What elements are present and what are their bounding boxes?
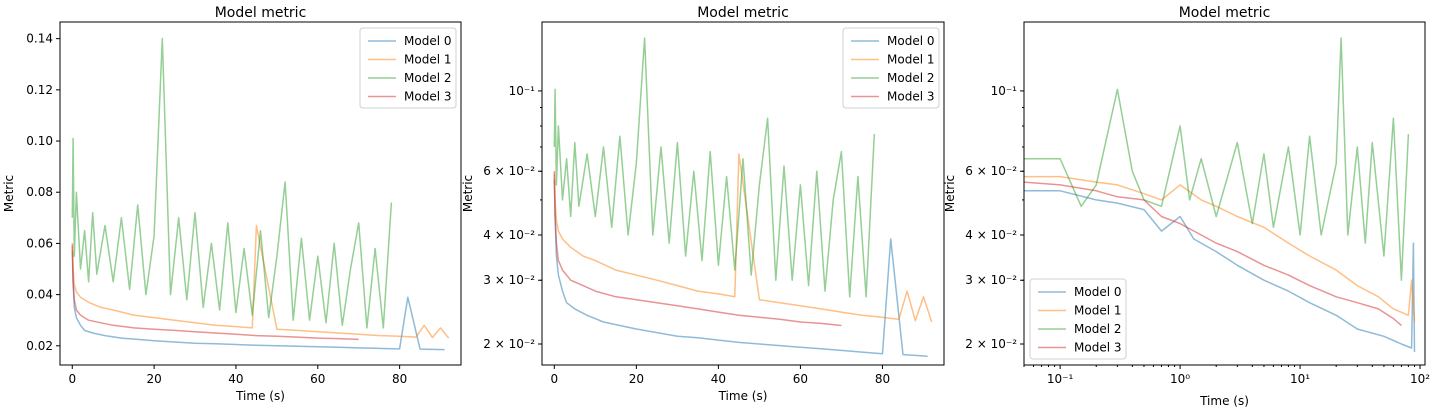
series-line-model-0: [1024, 190, 1416, 353]
chart-panel-2: 10⁻¹ 10⁰ 10¹ 10² 2 × 10⁻² 3 × 10⁻² 4 × 10⁻² 6 ×…: [943, 5, 1430, 408]
x-tick-label: 10¹: [1290, 372, 1310, 386]
y-tick-label: 0.06: [26, 236, 53, 250]
legend-entry: Model 2: [1074, 322, 1121, 336]
y-tick-label: 3 × 10⁻²: [965, 273, 1017, 287]
series-line-model-0: [553, 179, 928, 358]
y-tick-label: 4 × 10⁻²: [483, 228, 535, 242]
legend-entry: Model 0: [1074, 285, 1121, 299]
legend-entry: Model 2: [404, 71, 451, 85]
legend-entry: Model 2: [887, 71, 934, 85]
y-axis-label: Metric: [943, 175, 957, 212]
x-tick-label: 80: [392, 372, 407, 386]
y-tick-label: 10⁻¹: [509, 84, 536, 98]
x-tick-label: 10⁰: [1170, 372, 1190, 386]
x-tick-label: 10²: [1410, 372, 1430, 386]
legend-entry: Model 1: [887, 53, 934, 67]
legend-box: [359, 27, 457, 109]
y-tick-label: 0.12: [26, 83, 53, 97]
x-tick-label: 60: [793, 372, 808, 386]
legend-entry: Model 1: [1074, 304, 1121, 318]
series-line-model-1: [71, 224, 450, 339]
y-tick-label: 2 × 10⁻²: [483, 337, 535, 351]
y-tick-label: 10⁻¹: [991, 84, 1018, 98]
series-line-model-3: [71, 243, 359, 341]
x-axis-label: Time (s): [718, 389, 768, 403]
series-line-model-2: [1024, 37, 1410, 281]
y-tick-label: 4 × 10⁻²: [965, 228, 1017, 242]
y-tick-label: 0.14: [26, 32, 53, 46]
y-tick-label: 2 × 10⁻²: [965, 337, 1017, 351]
x-tick-label: 40: [228, 372, 243, 386]
y-axis-label: Metric: [461, 175, 475, 212]
legend-entry: Model 0: [404, 34, 451, 48]
chart-title: Model metric: [697, 5, 789, 21]
plot-frame: [541, 21, 945, 366]
x-tick-label: 10⁻¹: [1047, 372, 1074, 386]
y-tick-label: 0.10: [26, 134, 53, 148]
legend: Model 0 Model 1 Model 2 Model 3: [842, 27, 940, 109]
x-axis-label: Time (s): [235, 389, 285, 403]
x-tick-label: 20: [629, 372, 644, 386]
chart-panel-0: 0 20 40 60 80 0.02 0.04 0.06 0.08 0.10 0.12 0.14 Mod…: [2, 5, 462, 403]
x-tick-label: 80: [875, 372, 890, 386]
x-tick-label: 40: [711, 372, 726, 386]
legend-entry: Model 0: [887, 34, 934, 48]
series-group: [553, 37, 933, 358]
x-tick-label: 60: [310, 372, 325, 386]
series-line-model-1: [553, 153, 933, 323]
y-tick-label: 6 × 10⁻²: [483, 164, 535, 178]
legend-entry: Model 3: [1074, 341, 1121, 355]
plot-frame: [1023, 21, 1426, 366]
plot-frame: [59, 21, 462, 366]
legend-entry: Model 3: [887, 90, 934, 104]
legend: Model 0 Model 1 Model 2 Model 3: [1029, 278, 1127, 360]
x-axis-label: Time (s): [1199, 394, 1249, 408]
legend-box: [842, 27, 940, 109]
chart-title: Model metric: [215, 5, 307, 21]
series-line-model-2: [71, 37, 393, 329]
chart-title: Model metric: [1179, 5, 1271, 21]
series-line-model-3: [1024, 181, 1402, 327]
y-tick-label: 0.04: [26, 288, 53, 302]
y-tick-label: 6 × 10⁻²: [965, 164, 1017, 178]
y-tick-label: 0.02: [26, 339, 53, 353]
legend: Model 0 Model 1 Model 2 Model 3: [359, 27, 457, 109]
y-tick-label: 0.08: [26, 185, 53, 199]
x-tick-label: 20: [146, 372, 161, 386]
x-tick-label: 0: [68, 372, 76, 386]
legend-entry: Model 1: [404, 53, 451, 67]
series-group: [1024, 37, 1416, 353]
y-axis-label: Metric: [2, 175, 16, 212]
legend-box: [1029, 278, 1127, 360]
legend-entry: Model 3: [404, 90, 451, 104]
chart-panel-1: 0 20 40 60 80 2 × 10⁻² 3 × 10⁻² 4 × 10⁻² 6 × 10⁻…: [461, 5, 945, 403]
series-group: [71, 37, 450, 351]
series-line-model-3: [553, 171, 842, 327]
series-line-model-2: [553, 37, 876, 298]
series-line-model-0: [71, 251, 445, 351]
y-tick-label: 3 × 10⁻²: [483, 273, 535, 287]
x-tick-label: 0: [550, 372, 558, 386]
series-line-model-1: [1024, 175, 1416, 323]
